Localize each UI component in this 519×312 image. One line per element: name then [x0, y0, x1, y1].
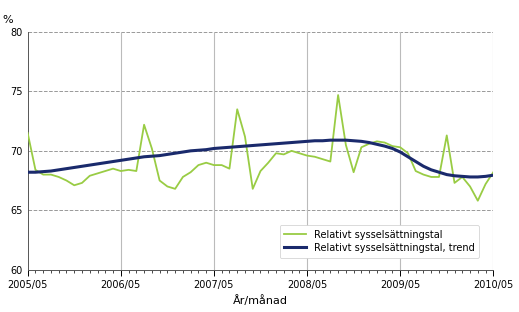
Relativt sysselsättningstal, trend: [133, 156, 140, 160]
Relativt sysselsättningstal: [436, 175, 442, 179]
Relativt sysselsättningstal, trend: [327, 138, 334, 142]
Relativt sysselsättningstal: [335, 93, 341, 97]
Relativt sysselsättningstal: [304, 154, 310, 158]
Line: Relativt sysselsättningstal: Relativt sysselsättningstal: [28, 95, 494, 201]
Relativt sysselsättningstal: [118, 169, 124, 173]
Relativt sysselsättningstal: [133, 169, 140, 173]
Line: Relativt sysselsättningstal, trend: Relativt sysselsättningstal, trend: [28, 140, 494, 177]
Relativt sysselsättningstal, trend: [24, 170, 31, 174]
Relativt sysselsättningstal, trend: [273, 142, 279, 146]
Relativt sysselsättningstal: [475, 199, 481, 202]
X-axis label: År/månad: År/månad: [233, 295, 288, 306]
Relativt sysselsättningstal, trend: [304, 139, 310, 143]
Legend: Relativt sysselsättningstal, Relativt sysselsättningstal, trend: Relativt sysselsättningstal, Relativt sy…: [280, 225, 479, 258]
Relativt sysselsättningstal: [24, 131, 31, 135]
Relativt sysselsättningstal, trend: [467, 175, 473, 179]
Relativt sysselsättningstal, trend: [187, 149, 194, 153]
Relativt sysselsättningstal, trend: [490, 173, 497, 177]
Relativt sysselsättningstal: [273, 151, 279, 155]
Text: %: %: [2, 15, 12, 25]
Relativt sysselsättningstal: [187, 170, 194, 174]
Relativt sysselsättningstal: [490, 170, 497, 174]
Relativt sysselsättningstal, trend: [436, 170, 442, 174]
Relativt sysselsättningstal, trend: [118, 158, 124, 162]
